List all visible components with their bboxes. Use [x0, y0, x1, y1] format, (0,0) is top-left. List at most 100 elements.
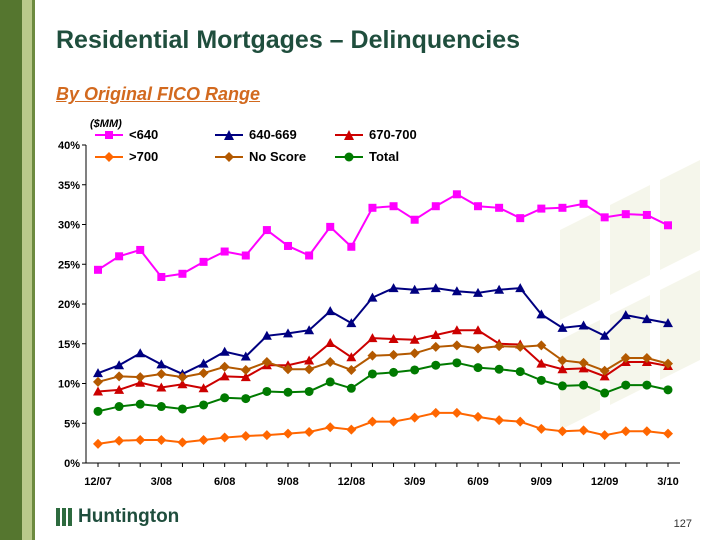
x-tick-label: 6/09 — [467, 476, 488, 488]
data-point — [135, 434, 146, 445]
background-watermark — [560, 160, 700, 430]
legend-swatch — [95, 130, 123, 139]
data-point — [367, 292, 378, 302]
data-point — [515, 341, 526, 352]
data-point — [663, 428, 673, 439]
data-point — [114, 360, 125, 370]
data-point — [114, 402, 124, 412]
y-tick-label: 35% — [58, 180, 80, 192]
data-point — [198, 383, 209, 393]
data-point — [177, 437, 188, 448]
data-point — [198, 368, 209, 379]
x-tick-label: 12/07 — [84, 476, 112, 488]
data-point — [346, 424, 357, 435]
data-point — [430, 330, 441, 340]
data-point — [304, 426, 315, 437]
legend-item: No Score — [215, 149, 306, 164]
page-number: 127 — [673, 518, 692, 530]
data-point — [304, 355, 315, 365]
data-point — [346, 383, 356, 393]
y-tick-label: 25% — [58, 259, 80, 271]
data-point — [347, 242, 356, 251]
brand-logo: Huntington — [56, 506, 179, 528]
data-point — [389, 202, 398, 211]
legend-label: 670-700 — [369, 127, 417, 142]
data-point — [283, 328, 293, 338]
chart-legend: <640 640-669 670-700 >700 No Score Total — [95, 127, 515, 167]
data-point — [452, 358, 462, 368]
data-point — [219, 346, 230, 356]
data-point — [388, 349, 399, 360]
series-line — [97, 193, 669, 279]
series-line — [97, 344, 669, 383]
data-point — [578, 363, 589, 373]
data-point — [283, 387, 293, 397]
sidebar-stripe-line — [32, 0, 35, 540]
data-point — [368, 203, 377, 212]
data-point — [156, 359, 167, 369]
data-point — [94, 265, 102, 274]
data-point — [599, 365, 610, 376]
series-line — [97, 329, 669, 393]
data-point — [430, 407, 441, 418]
y-tick-label: 10% — [58, 379, 80, 391]
data-point — [578, 425, 589, 436]
data-point — [494, 415, 505, 426]
y-tick-label: 30% — [58, 220, 80, 232]
legend-label: 640-669 — [249, 127, 297, 142]
data-point — [283, 428, 293, 439]
data-point — [261, 357, 272, 368]
data-point — [177, 372, 188, 383]
data-point — [388, 283, 399, 293]
legend-swatch — [335, 152, 363, 161]
data-point — [346, 352, 357, 362]
legend-label: Total — [369, 149, 400, 164]
data-point — [241, 394, 251, 404]
data-point — [621, 380, 631, 390]
data-point — [621, 210, 630, 219]
data-point — [599, 371, 610, 381]
data-point — [262, 226, 271, 235]
data-point — [388, 416, 399, 427]
data-point — [283, 364, 293, 375]
x-tick-label: 3/08 — [151, 476, 172, 488]
data-point — [536, 375, 546, 385]
data-point — [557, 322, 568, 332]
data-point — [219, 361, 230, 372]
data-point — [579, 380, 589, 390]
data-point — [325, 337, 336, 347]
data-point — [367, 369, 377, 379]
legend-swatch — [335, 129, 363, 140]
data-point — [326, 222, 335, 231]
data-point — [430, 341, 441, 352]
data-point — [600, 213, 609, 222]
data-point — [495, 203, 504, 212]
data-point — [199, 257, 208, 266]
data-point — [663, 385, 673, 395]
data-point — [663, 358, 673, 369]
data-point — [284, 241, 292, 250]
data-point — [367, 416, 378, 427]
data-point — [367, 350, 378, 361]
data-point — [220, 393, 230, 403]
data-point — [157, 272, 166, 281]
data-point — [494, 341, 505, 352]
series-line — [97, 411, 669, 445]
data-point — [93, 406, 103, 416]
data-point — [241, 251, 250, 260]
data-point — [198, 434, 209, 445]
page-title: Residential Mortgages – Delinquencies — [56, 26, 521, 54]
data-point — [536, 423, 547, 434]
data-point — [410, 215, 419, 224]
data-point — [93, 376, 103, 387]
x-tick-label: 12/09 — [591, 476, 619, 488]
data-point — [452, 190, 461, 199]
data-point — [156, 382, 167, 392]
data-point — [451, 325, 462, 335]
data-point — [451, 407, 462, 418]
data-point — [261, 430, 272, 441]
sidebar-stripe-dark — [0, 0, 22, 540]
data-point — [474, 202, 482, 211]
data-point — [431, 360, 441, 370]
data-point — [240, 364, 251, 375]
